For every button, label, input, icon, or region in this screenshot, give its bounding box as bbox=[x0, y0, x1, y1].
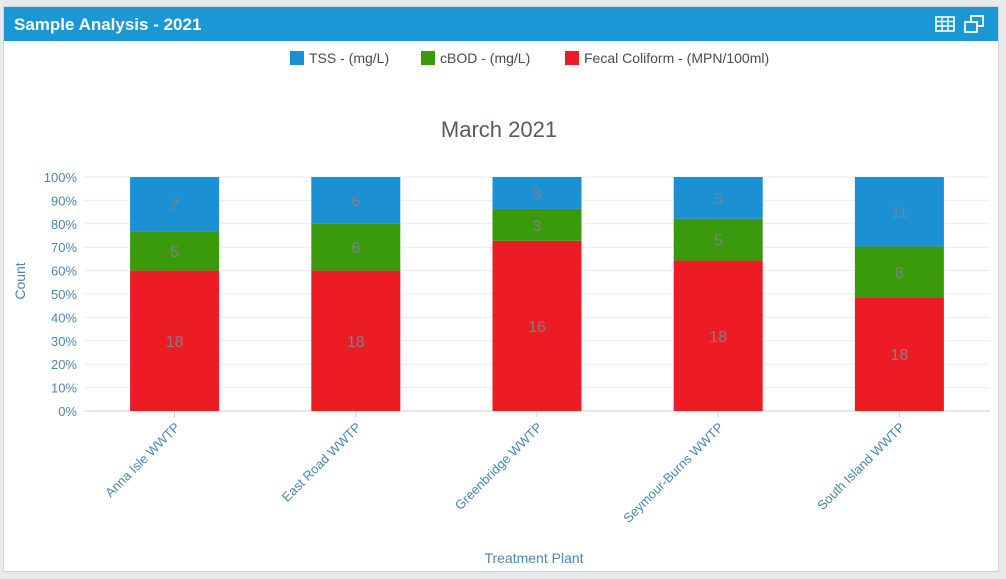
chart-title: March 2021 bbox=[441, 117, 557, 142]
data-label: 6 bbox=[351, 240, 360, 257]
y-axis-title: Count bbox=[12, 262, 28, 299]
y-tick-label: 0% bbox=[58, 404, 77, 419]
legend-swatch-cbod[interactable] bbox=[421, 51, 435, 65]
bar-segment[interactable] bbox=[130, 231, 220, 271]
bar-segment[interactable] bbox=[492, 240, 582, 411]
y-tick-label: 40% bbox=[51, 310, 77, 325]
y-tick-label: 70% bbox=[51, 240, 77, 255]
data-label: 5 bbox=[170, 244, 179, 261]
bar-segment[interactable] bbox=[673, 218, 763, 261]
bar-segment[interactable] bbox=[673, 260, 763, 411]
data-label: 6 bbox=[351, 193, 360, 210]
data-label: 18 bbox=[166, 334, 184, 351]
data-label: 18 bbox=[891, 347, 909, 364]
legend-label-tss[interactable]: TSS - (mg/L) bbox=[309, 50, 389, 66]
y-axis-ticks: 0% 10% 20% 30% 40% 50% 60% 70% 80% 90% 100% bbox=[44, 170, 78, 419]
bar-segment[interactable] bbox=[492, 177, 582, 209]
y-tick-label: 50% bbox=[51, 287, 77, 302]
bar-segment[interactable] bbox=[854, 177, 944, 247]
bar-segment[interactable] bbox=[492, 208, 582, 241]
x-tick-label: Seymour-Burns WWTP bbox=[620, 420, 726, 526]
bars: 18 5 7 18 6 6 16 3 3 18 5 5 18 8 11 bbox=[130, 177, 944, 411]
y-tick-label: 30% bbox=[51, 334, 77, 349]
x-axis-title: Treatment Plant bbox=[484, 550, 583, 566]
bar-segment[interactable] bbox=[854, 246, 944, 298]
bar-segment[interactable] bbox=[130, 177, 220, 232]
bar-segment[interactable] bbox=[673, 177, 763, 219]
data-label: 18 bbox=[347, 334, 365, 351]
bar-segment[interactable] bbox=[311, 223, 401, 271]
y-tick-label: 20% bbox=[51, 357, 77, 372]
x-axis-ticks: Anna Isle WWTP East Road WWTP Greenbridge … bbox=[102, 411, 908, 526]
y-tick-label: 90% bbox=[51, 193, 77, 208]
chart-panel: Sample Analysis - 2021 TSS - (mg/L) cBOD… bbox=[3, 6, 999, 572]
popout-icon[interactable] bbox=[964, 15, 984, 33]
legend-label-fecal-coliform[interactable]: Fecal Coliform - (MPN/100ml) bbox=[584, 50, 769, 66]
bar-segment[interactable] bbox=[311, 177, 401, 224]
legend-label-cbod[interactable]: cBOD - (mg/L) bbox=[440, 50, 530, 66]
x-tick-label: Greenbridge WWTP bbox=[452, 420, 545, 513]
data-label: 5 bbox=[714, 191, 723, 208]
data-label: 5 bbox=[714, 233, 723, 250]
y-tick-label: 80% bbox=[51, 217, 77, 232]
y-tick-label: 10% bbox=[51, 381, 77, 396]
y-tick-label: 60% bbox=[51, 264, 77, 279]
table-icon[interactable] bbox=[935, 15, 955, 33]
panel-header: Sample Analysis - 2021 bbox=[4, 7, 998, 41]
legend-swatch-tss[interactable] bbox=[290, 51, 304, 65]
data-label: 3 bbox=[533, 218, 542, 235]
data-label: 7 bbox=[170, 197, 179, 214]
data-label: 8 bbox=[895, 265, 904, 282]
y-tick-label: 100% bbox=[44, 170, 78, 185]
bar-segment[interactable] bbox=[311, 270, 401, 411]
legend: TSS - (mg/L) cBOD - (mg/L) Fecal Colifor… bbox=[290, 50, 769, 66]
x-tick-label: South Island WWTP bbox=[814, 420, 907, 513]
x-tick-label: East Road WWTP bbox=[279, 420, 364, 505]
bar-segment[interactable] bbox=[130, 270, 220, 411]
bar-segment[interactable] bbox=[854, 297, 944, 411]
x-tick-label: Anna Isle WWTP bbox=[102, 420, 183, 501]
panel-title: Sample Analysis - 2021 bbox=[14, 15, 202, 34]
stacked-bar-chart: TSS - (mg/L) cBOD - (mg/L) Fecal Colifor… bbox=[12, 50, 990, 566]
data-label: 11 bbox=[891, 205, 908, 222]
data-label: 18 bbox=[709, 329, 727, 346]
data-label: 16 bbox=[528, 319, 546, 336]
legend-swatch-fecal-coliform[interactable] bbox=[565, 51, 579, 65]
data-label: 3 bbox=[533, 186, 542, 203]
